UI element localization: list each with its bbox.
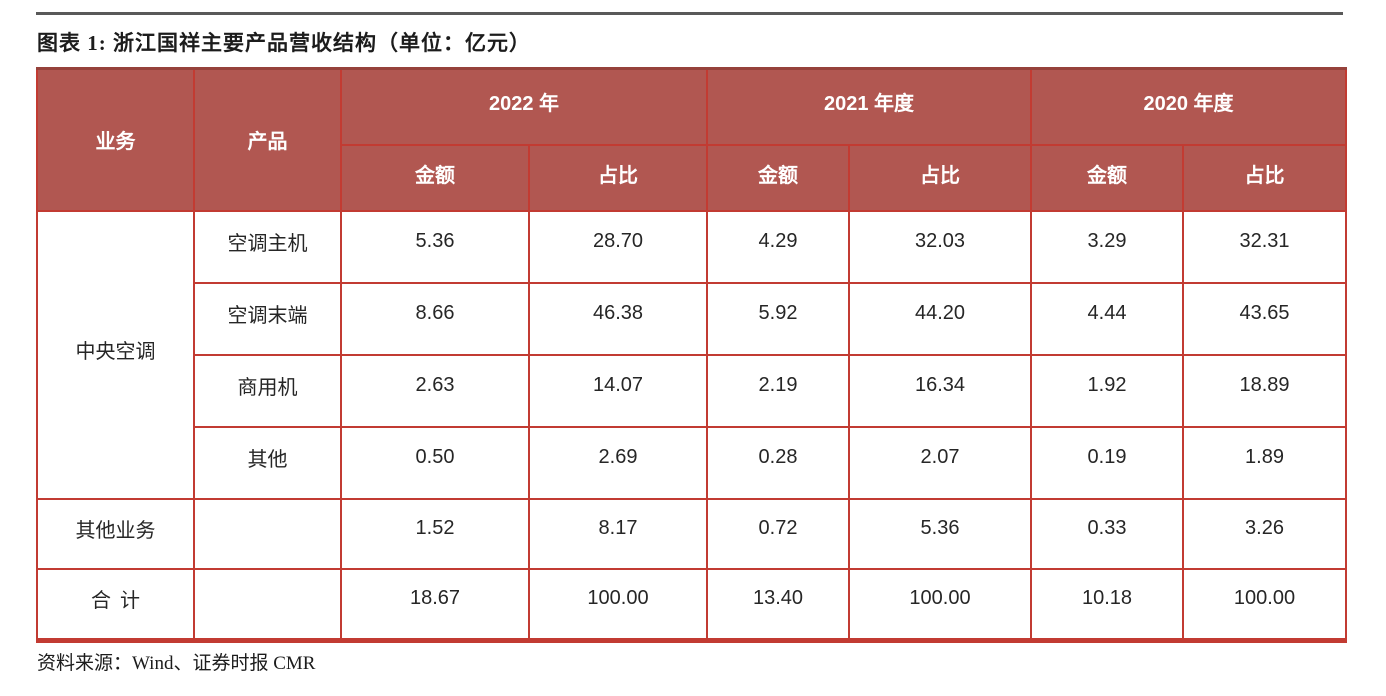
header-row-metrics: 金额 占比 金额 占比 金额 占比 xyxy=(37,143,1347,212)
business-cell-central-ac: 中央空调 xyxy=(36,209,195,500)
value-cell: 32.03 xyxy=(848,209,1032,284)
table-row: 中央空调 空调主机 5.36 28.70 4.29 32.03 3.29 32.… xyxy=(36,209,1347,500)
value-cell: 100.00 xyxy=(528,567,708,643)
value-cell: 100.00 xyxy=(848,567,1032,643)
value-cell: 0.50 xyxy=(340,425,530,500)
business-cell-other: 其他业务 xyxy=(36,497,195,570)
value-cell: 32.31 xyxy=(1182,209,1347,284)
table-row: 其他 0.50 2.69 0.28 2.07 0.19 1.89 xyxy=(37,425,1347,500)
header-amount-2020: 金额 xyxy=(1030,143,1184,212)
header-share-2022: 占比 xyxy=(528,143,708,212)
product-cell: 商用机 xyxy=(193,353,342,428)
value-cell: 3.26 xyxy=(1182,497,1347,570)
table-row: 其他业务 1.52 8.17 0.72 5.36 0.33 3.26 xyxy=(36,497,1347,570)
value-cell: 16.34 xyxy=(848,353,1032,428)
header-year-2021: 2021 年度 xyxy=(706,67,1032,146)
value-cell: 13.40 xyxy=(706,567,850,643)
header-amount-2022: 金额 xyxy=(340,143,530,212)
value-cell: 4.44 xyxy=(1030,281,1184,356)
product-cell: 空调主机 xyxy=(193,209,342,284)
header-share-2021: 占比 xyxy=(848,143,1032,212)
value-cell: 0.19 xyxy=(1030,425,1184,500)
figure-title: 图表 1: 浙江国祥主要产品营收结构（单位：亿元） xyxy=(37,31,531,55)
value-cell: 1.92 xyxy=(1030,353,1184,428)
value-cell: 2.19 xyxy=(706,353,850,428)
top-divider-rule xyxy=(36,12,1343,15)
value-cell: 5.92 xyxy=(706,281,850,356)
value-cell: 18.89 xyxy=(1182,353,1347,428)
business-cell-total: 合计 xyxy=(36,567,195,643)
header-year-2022: 2022 年 xyxy=(340,67,708,146)
header-row-years: 业务 产品 2022 年 2021 年度 2020 年度 xyxy=(36,67,1347,212)
product-cell: 其他 xyxy=(193,425,342,500)
data-source-note: 资料来源：Wind、证券时报 CMR xyxy=(37,653,316,674)
value-cell: 5.36 xyxy=(848,497,1032,570)
value-cell: 10.18 xyxy=(1030,567,1184,643)
value-cell: 3.29 xyxy=(1030,209,1184,284)
value-cell: 1.52 xyxy=(340,497,530,570)
value-cell: 8.17 xyxy=(528,497,708,570)
value-cell: 8.66 xyxy=(340,281,530,356)
product-cell xyxy=(193,497,342,570)
table-row: 商用机 2.63 14.07 2.19 16.34 1.92 18.89 xyxy=(37,353,1347,428)
value-cell: 14.07 xyxy=(528,353,708,428)
value-cell: 46.38 xyxy=(528,281,708,356)
value-cell: 2.07 xyxy=(848,425,1032,500)
product-cell: 空调末端 xyxy=(193,281,342,356)
value-cell: 100.00 xyxy=(1182,567,1347,643)
value-cell: 0.33 xyxy=(1030,497,1184,570)
value-cell: 2.63 xyxy=(340,353,530,428)
product-cell xyxy=(193,567,342,643)
header-product: 产品 xyxy=(193,67,342,212)
header-year-2020: 2020 年度 xyxy=(1030,67,1347,146)
value-cell: 4.29 xyxy=(706,209,850,284)
value-cell: 0.28 xyxy=(706,425,850,500)
value-cell: 44.20 xyxy=(848,281,1032,356)
table-row: 空调末端 8.66 46.38 5.92 44.20 4.44 43.65 xyxy=(37,281,1347,356)
value-cell: 1.89 xyxy=(1182,425,1347,500)
value-cell: 43.65 xyxy=(1182,281,1347,356)
value-cell: 28.70 xyxy=(528,209,708,284)
table-row-total: 合计 18.67 100.00 13.40 100.00 10.18 100.0… xyxy=(36,567,1347,643)
revenue-structure-table: 业务 产品 2022 年 2021 年度 2020 年度 金额 占比 金额 占比… xyxy=(36,67,1347,643)
value-cell: 2.69 xyxy=(528,425,708,500)
header-business: 业务 xyxy=(36,67,195,212)
value-cell: 18.67 xyxy=(340,567,530,643)
value-cell: 5.36 xyxy=(340,209,530,284)
header-amount-2021: 金额 xyxy=(706,143,850,212)
value-cell: 0.72 xyxy=(706,497,850,570)
header-share-2020: 占比 xyxy=(1182,143,1347,212)
